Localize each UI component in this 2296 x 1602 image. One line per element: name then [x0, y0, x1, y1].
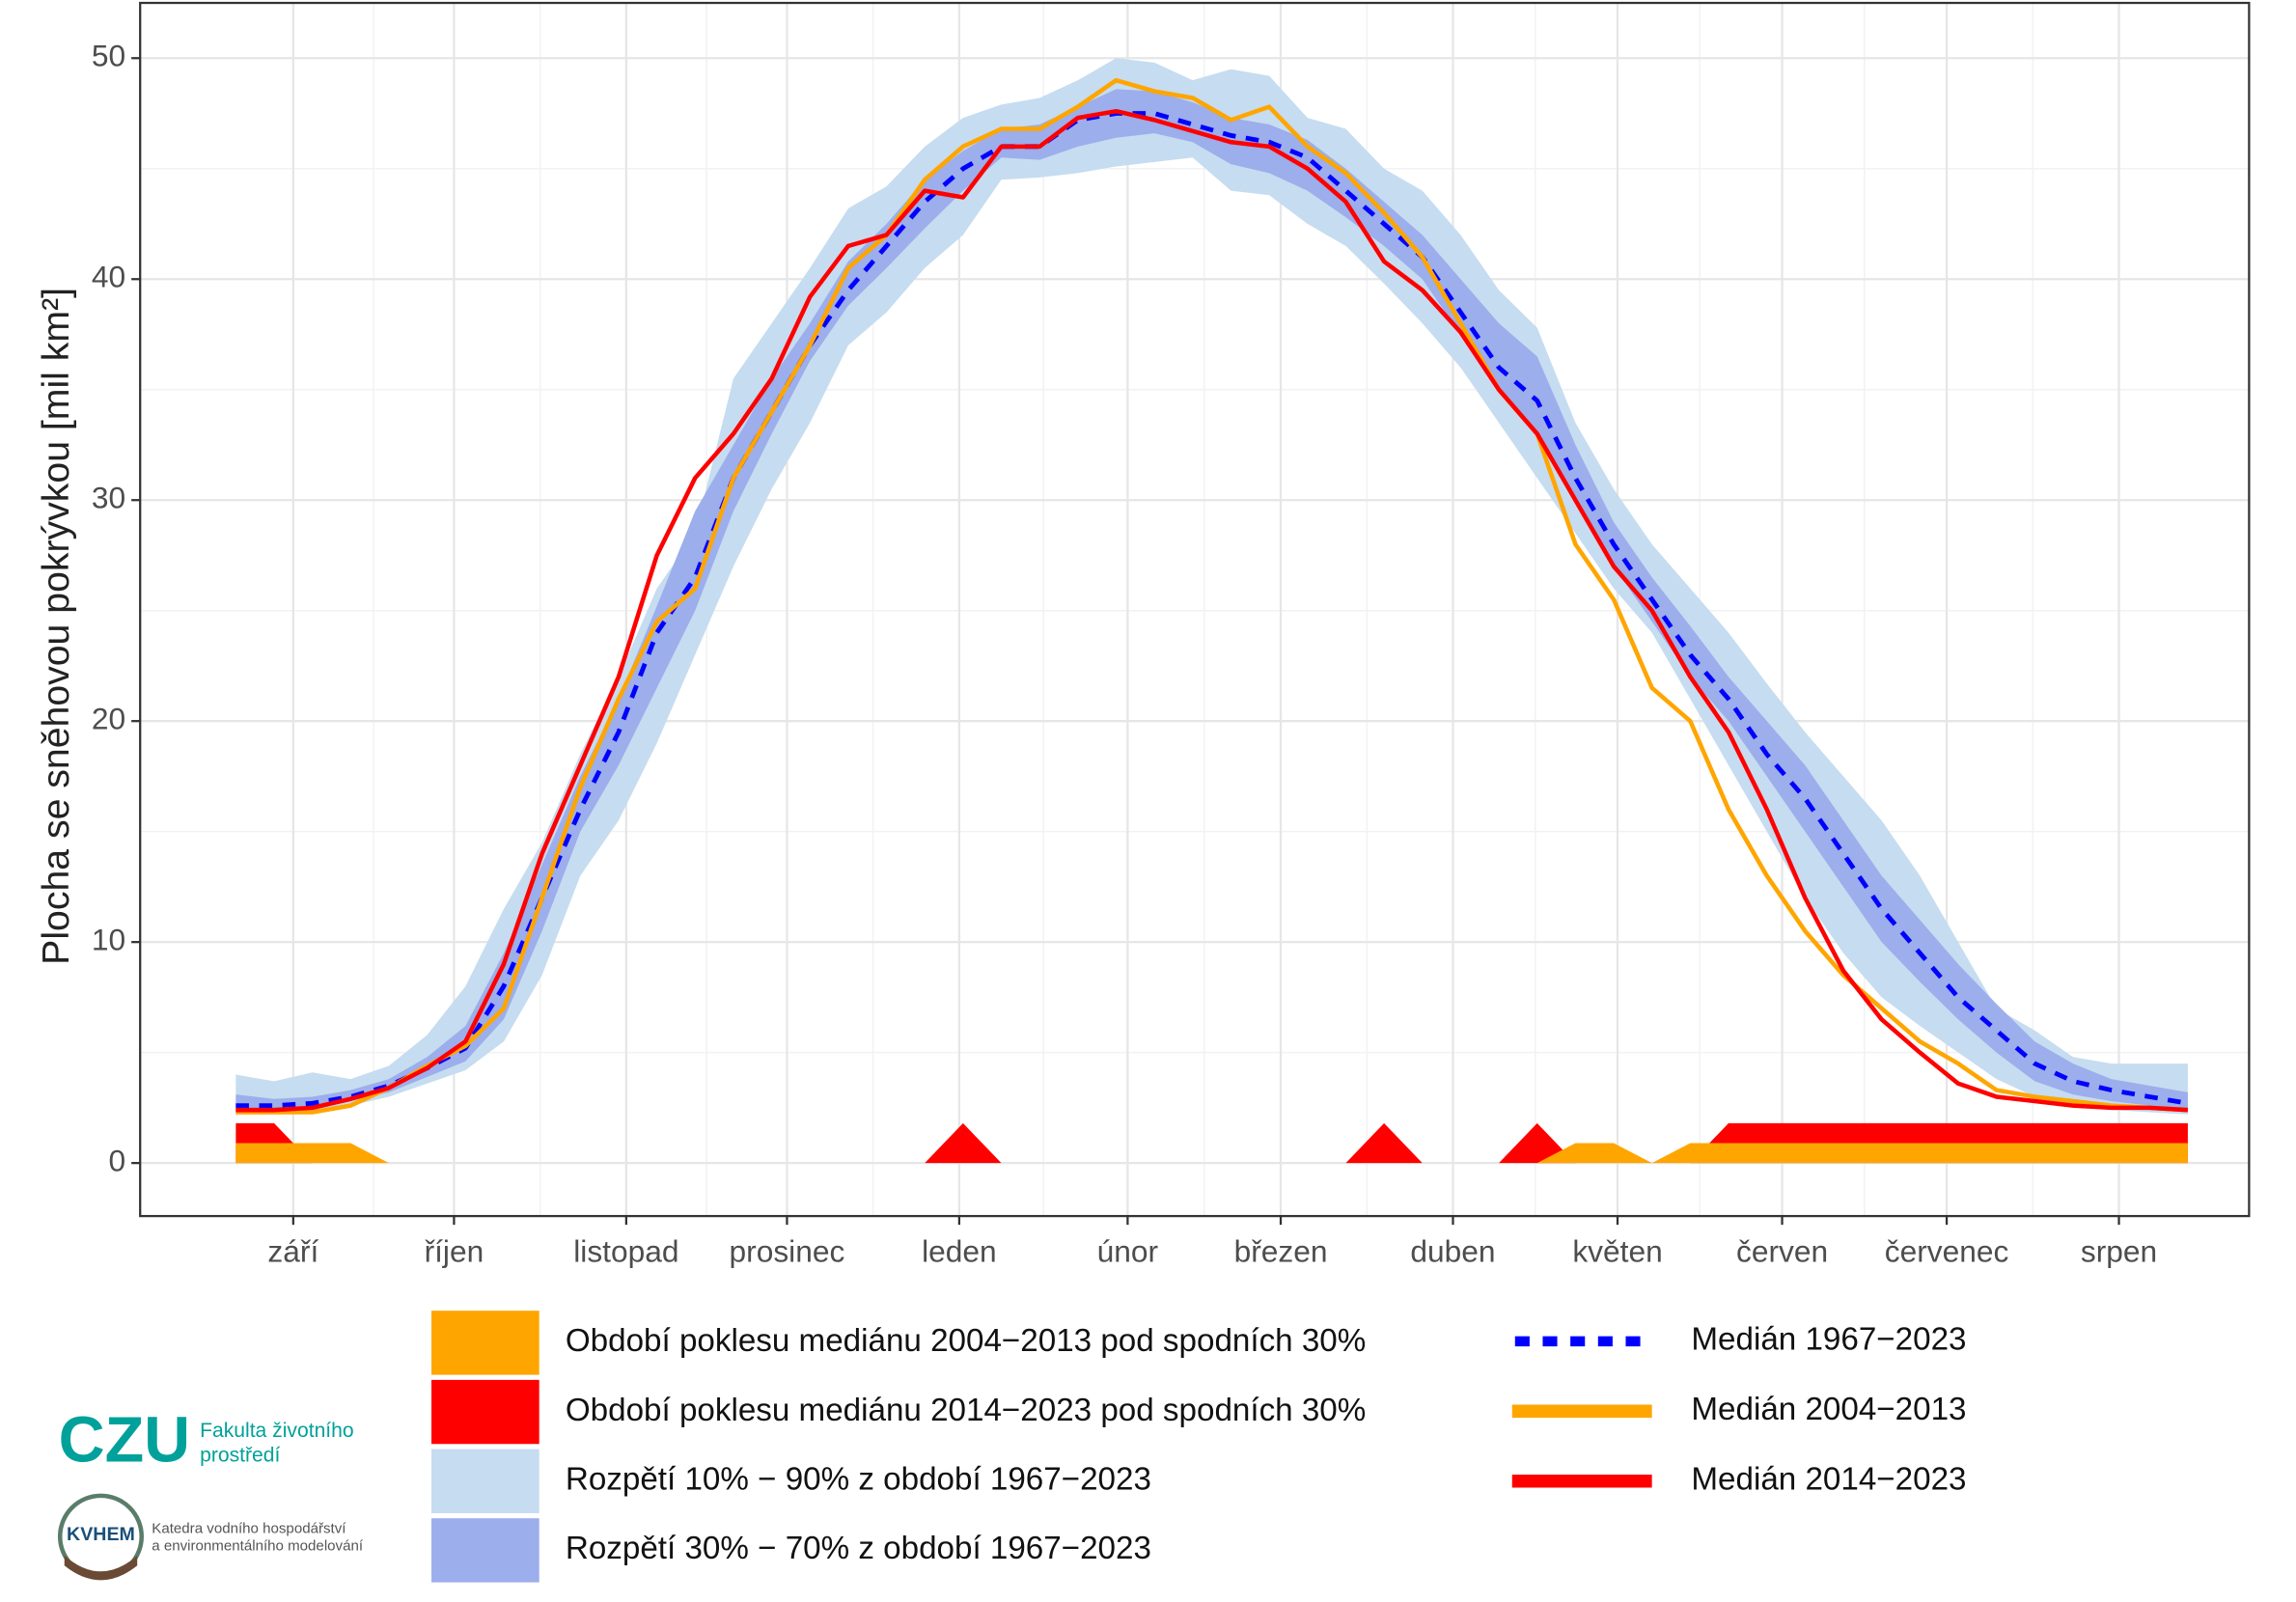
y-tick-label: 30: [92, 481, 125, 515]
y-tick-label: 40: [92, 260, 125, 294]
legend: Období poklesu mediánu 2004−2013 pod spo…: [431, 1311, 1967, 1583]
x-tick-label: leden: [922, 1234, 997, 1269]
median-line: [235, 108, 2189, 1113]
x-tick-label: srpen: [2081, 1234, 2157, 1269]
x-tick-label: květen: [1572, 1234, 1662, 1269]
plot-area: 0 10 20 30 40 50 září říjen listopad prosinec lede…: [92, 1, 2251, 1269]
range-band: [235, 89, 2188, 1111]
legend-label: Medián 1967−2023: [1691, 1322, 1966, 1358]
legend-label: Rozpětí 30% − 70% z období 1967−2023: [566, 1531, 1151, 1566]
y-tick-label: 20: [92, 702, 125, 736]
legend-label: Medián 2014−2023: [1691, 1462, 1966, 1498]
background: [6, 0, 2290, 1602]
legend-key: [431, 1449, 539, 1513]
logos: CZU Fakulta životního prostředí KVHEM Ka…: [57, 1405, 364, 1581]
x-tick-label: červenec: [1885, 1234, 2009, 1269]
x-tick-label: březen: [1234, 1234, 1328, 1269]
decline-period: [235, 1143, 2188, 1164]
y-axis-title: Plocha se sněhovou pokrývkou [mil km²]: [35, 288, 77, 965]
logo-kvhem: KVHEM: [67, 1524, 135, 1545]
legend-label: Období poklesu mediánu 2004−2013 pod spo…: [566, 1323, 1366, 1359]
x-tick-label: říjen: [425, 1234, 484, 1269]
y-tick-label: 50: [92, 39, 125, 73]
legend-label: Rozpětí 10% − 90% z období 1967−2023: [566, 1462, 1151, 1498]
legend-label: Medián 2004−2013: [1691, 1392, 1966, 1427]
x-tick-label: duben: [1410, 1234, 1495, 1269]
legend-key: [431, 1518, 539, 1583]
x-tick-label: září: [267, 1234, 318, 1269]
y-tick-label: 0: [108, 1144, 125, 1178]
logo-czu: CZU: [59, 1405, 190, 1477]
logo-faculty: Fakulta životního: [200, 1420, 354, 1442]
x-tick-label: listopad: [573, 1234, 678, 1269]
logo-department: Katedra vodního hospodářství: [152, 1521, 346, 1537]
x-tick-label: prosinec: [730, 1234, 845, 1269]
legend-key: [431, 1311, 539, 1375]
legend-key: [431, 1379, 539, 1445]
logo-soil: [64, 1555, 138, 1581]
x-tick-label: červen: [1736, 1234, 1828, 1269]
panel-border: [139, 1, 2251, 1218]
logo-department: a environmentálního modelování: [152, 1538, 364, 1555]
median-line: [235, 111, 2189, 1109]
logo-faculty: prostředí: [200, 1445, 280, 1467]
y-tick-label: 10: [92, 923, 125, 957]
x-tick-label: únor: [1097, 1234, 1159, 1269]
legend-label: Období poklesu mediánu 2014−2023 pod spo…: [566, 1393, 1366, 1428]
